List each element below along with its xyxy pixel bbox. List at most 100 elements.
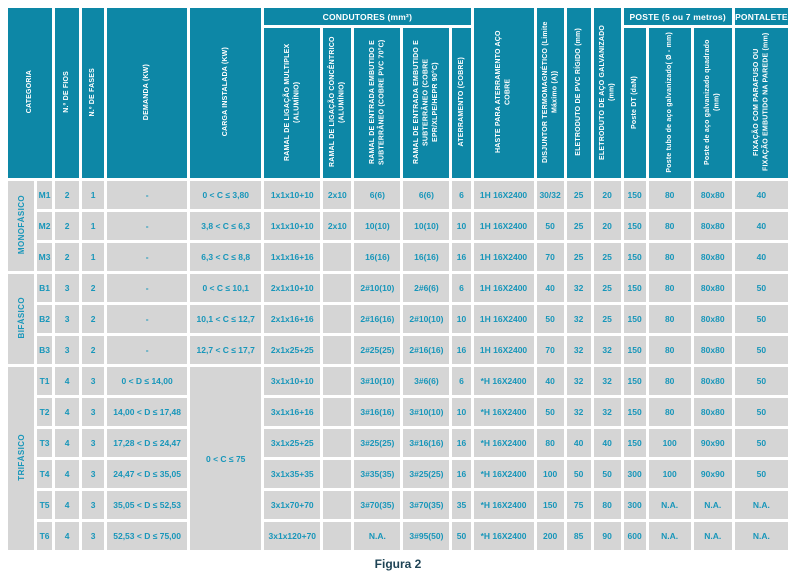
cell: - bbox=[107, 336, 188, 364]
row-label: B2 bbox=[37, 305, 53, 333]
cell: 20 bbox=[593, 212, 621, 240]
cell: 40 bbox=[734, 181, 788, 209]
cell: 30/32 bbox=[536, 181, 564, 209]
cell: 80 bbox=[648, 305, 691, 333]
cell: 50 bbox=[734, 429, 788, 457]
cell: *H 16X2400 bbox=[473, 460, 534, 488]
cell bbox=[323, 522, 352, 550]
cell: *H 16X2400 bbox=[473, 367, 534, 395]
cell: 50 bbox=[593, 460, 621, 488]
cell: 2#10(10) bbox=[403, 305, 450, 333]
cell: 6(6) bbox=[403, 181, 450, 209]
cell: 3 bbox=[55, 305, 80, 333]
cell: 3#35(35) bbox=[354, 460, 401, 488]
cell: 3#25(25) bbox=[354, 429, 401, 457]
cell bbox=[323, 336, 352, 364]
table-row: B3 3 2 - 12,7 < C ≤ 17,7 2x1x25+25 2#25(… bbox=[8, 336, 788, 364]
cell: 6 bbox=[452, 367, 471, 395]
cell bbox=[323, 398, 352, 426]
cell: 50 bbox=[734, 336, 788, 364]
cell-carga-merged: 0 < C ≤ 75 bbox=[190, 367, 262, 550]
cell: 80x80 bbox=[693, 243, 732, 271]
cell: 80x80 bbox=[693, 398, 732, 426]
cell: 50 bbox=[734, 398, 788, 426]
cell: 3x1x10+10 bbox=[264, 367, 321, 395]
cell: 3#70(35) bbox=[354, 491, 401, 519]
cell: 2 bbox=[82, 274, 105, 302]
cell: 2 bbox=[82, 305, 105, 333]
col-header-pvc70: RAMAL DE ENTRADA EMBUTIDO E SUBTERRÂNEO … bbox=[354, 28, 401, 178]
cell: 2#16(16) bbox=[403, 336, 450, 364]
cell: 2x1x16+16 bbox=[264, 305, 321, 333]
cell: 1H 16X2400 bbox=[473, 274, 534, 302]
cell bbox=[323, 491, 352, 519]
cell: 90x90 bbox=[693, 460, 732, 488]
cell: 6,3 < C ≤ 8,8 bbox=[190, 243, 262, 271]
cell: 3#16(16) bbox=[354, 398, 401, 426]
cell: 150 bbox=[623, 243, 646, 271]
cell: 200 bbox=[536, 522, 564, 550]
row-label: T3 bbox=[37, 429, 53, 457]
cell bbox=[323, 367, 352, 395]
row-label: T2 bbox=[37, 398, 53, 426]
col-header-poste-quadrado: Poste de aço galvanizado quadrado (mm) bbox=[693, 28, 732, 178]
cell: 2#16(16) bbox=[354, 305, 401, 333]
category-label-monofasico: MONOFÁSICO bbox=[8, 181, 35, 271]
category-label-trifasico: TRIFÁSICO bbox=[8, 367, 35, 550]
cell: 0 < C ≤ 10,1 bbox=[190, 274, 262, 302]
figure-table-container: CATEGORIA N.º DE FIOS N.º DE FASES DEMAN… bbox=[8, 8, 788, 571]
cell: 3#10(10) bbox=[403, 398, 450, 426]
col-header-fases: N.º DE FASES bbox=[82, 8, 105, 178]
cell: 3 bbox=[82, 398, 105, 426]
cell: 40 bbox=[536, 274, 564, 302]
cell: 2x10 bbox=[323, 181, 352, 209]
cell: 12,7 < C ≤ 17,7 bbox=[190, 336, 262, 364]
cell: 3x1x35+35 bbox=[264, 460, 321, 488]
col-header-concentrico: RAMAL DE LIGAÇÃO CONCÊNTRICO (ALUMÍNIO) bbox=[323, 28, 352, 178]
cell: N.A. bbox=[693, 522, 732, 550]
cell: 0 < D ≤ 14,00 bbox=[107, 367, 188, 395]
cell: 32 bbox=[593, 336, 621, 364]
cell: 32 bbox=[593, 398, 621, 426]
cell: - bbox=[107, 274, 188, 302]
cell: 35,05 < D ≤ 52,53 bbox=[107, 491, 188, 519]
cell: 3#95(50) bbox=[403, 522, 450, 550]
table-row: T5 4 3 35,05 < D ≤ 52,53 3x1x70+70 3#70(… bbox=[8, 491, 788, 519]
col-header-pontalete-fixacao: FIXAÇÃO COM PARAFUSO OU FIXAÇÃO EMBUTIDO… bbox=[734, 28, 788, 178]
cell: 70 bbox=[536, 243, 564, 271]
table-row: MONOFÁSICO M1 2 1 - 0 < C ≤ 3,80 1x1x10+… bbox=[8, 181, 788, 271]
cell: 150 bbox=[623, 305, 646, 333]
cell: 2#10(10) bbox=[354, 274, 401, 302]
cell: 25 bbox=[566, 181, 591, 209]
cell: 32 bbox=[566, 367, 591, 395]
cell: 25 bbox=[593, 274, 621, 302]
cell: N.A. bbox=[693, 491, 732, 519]
cell: 2#6(6) bbox=[403, 274, 450, 302]
cell: 14,00 < D ≤ 17,48 bbox=[107, 398, 188, 426]
cell: 100 bbox=[536, 460, 564, 488]
cell: 6 bbox=[452, 181, 471, 209]
cell: 80 bbox=[648, 274, 691, 302]
cell: 50 bbox=[566, 460, 591, 488]
cell: 10(10) bbox=[354, 212, 401, 240]
cell bbox=[323, 460, 352, 488]
cell: 3 bbox=[55, 336, 80, 364]
cell: 40 bbox=[566, 429, 591, 457]
cell: 16 bbox=[452, 336, 471, 364]
group-header-row: CATEGORIA N.º DE FIOS N.º DE FASES DEMAN… bbox=[8, 8, 788, 178]
col-header-poste-tubo: Poste tubo de aço galvanizado( Ø - mm) bbox=[648, 28, 691, 178]
cell: 2 bbox=[55, 181, 80, 209]
cell: *H 16X2400 bbox=[473, 491, 534, 519]
cell: 1 bbox=[82, 181, 105, 209]
cell: 0 < C ≤ 3,80 bbox=[190, 181, 262, 209]
cell: 52,53 < D ≤ 75,00 bbox=[107, 522, 188, 550]
cell: 32 bbox=[593, 367, 621, 395]
cell: 50 bbox=[734, 367, 788, 395]
cell: 24,47 < D ≤ 35,05 bbox=[107, 460, 188, 488]
cell: 300 bbox=[623, 460, 646, 488]
cell: 75 bbox=[566, 491, 591, 519]
cell: 50 bbox=[536, 305, 564, 333]
cell: 50 bbox=[734, 274, 788, 302]
cell: 90x90 bbox=[693, 429, 732, 457]
cell: 10 bbox=[452, 212, 471, 240]
